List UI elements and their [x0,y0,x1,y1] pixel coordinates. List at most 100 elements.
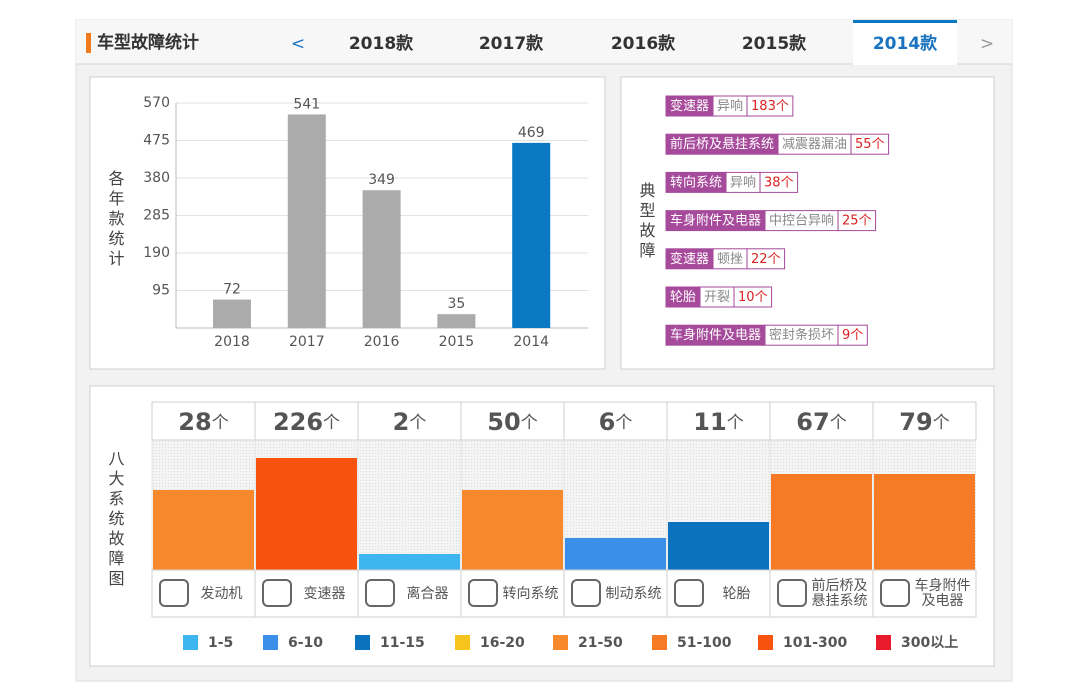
tab[interactable]: 2014款 [873,33,938,54]
data-label: 541 [293,96,320,112]
fault-count-box [759,171,799,193]
y-tick-label: 95 [152,283,170,299]
fault-part: 转向系统 [670,174,722,190]
system-icon [880,579,910,607]
x-tick-label: 2015 [439,334,475,350]
count-label: 67个 [796,408,846,436]
legend-swatch [455,635,470,650]
count-label: 79个 [899,408,949,436]
system-name: 车身附件及电器 [914,578,971,609]
count-label: 226个 [273,408,340,436]
tab[interactable]: > [980,34,994,54]
count-unit: 个 [830,413,847,433]
count-cell [563,401,668,441]
bar [213,299,251,328]
y-axis-label: 各年款统计 [106,170,125,270]
legend-label: 21-50 [578,635,623,651]
legend-swatch [553,635,568,650]
y-tick-label: 380 [143,170,170,186]
system-name-box: 制动系统 [606,586,662,601]
fault-fault: 减震器漏油 [782,136,847,152]
fault-part: 车身附件及电器 [670,213,761,229]
count-cell [254,401,359,441]
system-icon [571,579,601,607]
count-unit: 个 [615,413,632,433]
system-name: 发动机 [200,585,243,602]
legend-label: 1-5 [208,635,233,651]
count-label: 11个 [693,408,743,436]
legend-swatch [652,635,667,650]
count-cell [872,401,977,441]
system-bar [565,538,666,570]
fault-count-box [837,210,877,232]
count-label: 50个 [487,408,537,436]
tab[interactable]: 2016款 [611,33,676,54]
count-number: 67 [796,408,829,436]
system-name-box: 发动机 [200,585,243,602]
system-bar [771,474,872,570]
system-name-box: 离合器 [406,585,449,602]
tab[interactable]: < [291,34,305,54]
fault-count: 55个 [855,137,885,152]
system-icon [365,579,395,607]
system-icon [262,579,292,607]
legend-label: 51-100 [677,635,732,651]
legend-swatch [758,635,773,650]
fault-fault: 开裂 [704,290,730,305]
fault-count: 25个 [842,214,872,229]
system-name-box: 前后桥及悬挂系统 [811,578,868,609]
data-label: 349 [368,172,395,188]
fault-count: 183个 [751,99,789,114]
count-cell [460,401,565,441]
count-unit: 个 [212,413,229,433]
system-icon [674,579,704,607]
fault-part: 变速器 [670,251,709,267]
data-label: 35 [447,296,465,312]
system-name-box: 轮胎 [723,586,751,601]
name-cell [254,569,359,618]
tab[interactable]: 2015款 [742,33,807,54]
system-name-box: 车身附件及电器 [914,578,971,609]
fault-count: 22个 [751,252,781,267]
system-name-box: 转向系统 [502,585,559,602]
fault-count-box [746,95,794,117]
y-tick-label: 475 [143,133,170,149]
tab[interactable]: 2018款 [349,33,414,54]
count-cell [666,401,771,441]
system-name: 转向系统 [502,585,559,602]
count-number: 79 [899,408,932,436]
bar [437,314,476,328]
count-number: 226 [273,408,323,436]
fault-count-box [837,324,868,346]
count-label: 2个 [393,408,427,436]
name-cell [769,569,874,618]
count-label: 28个 [178,408,228,436]
legend-swatch [263,635,278,650]
fault-count: 9个 [842,328,863,343]
count-number: 6 [599,408,616,436]
fault-part: 轮胎 [670,290,696,305]
count-number: 2 [393,408,410,436]
active-tab[interactable] [853,20,957,65]
bar [512,142,551,328]
system-name-box: 变速器 [304,586,346,601]
count-unit: 个 [409,413,426,433]
tab[interactable]: 2017款 [479,33,544,54]
fault-fault: 密封条损坏 [769,327,834,343]
x-tick-label: 2017 [289,334,325,350]
x-tick-label: 2018 [214,334,250,350]
count-number: 28 [178,408,211,436]
count-number: 11 [693,408,726,436]
count-cell [769,401,874,441]
name-cell [872,569,977,618]
name-cell [460,569,565,618]
legend-swatch [355,635,370,650]
system-bar [256,458,357,570]
title-accent [86,33,91,53]
name-cell [563,569,668,618]
system-name: 前后桥及悬挂系统 [811,578,868,609]
legend-label: 16-20 [480,635,525,651]
system-name: 离合器 [406,585,449,602]
